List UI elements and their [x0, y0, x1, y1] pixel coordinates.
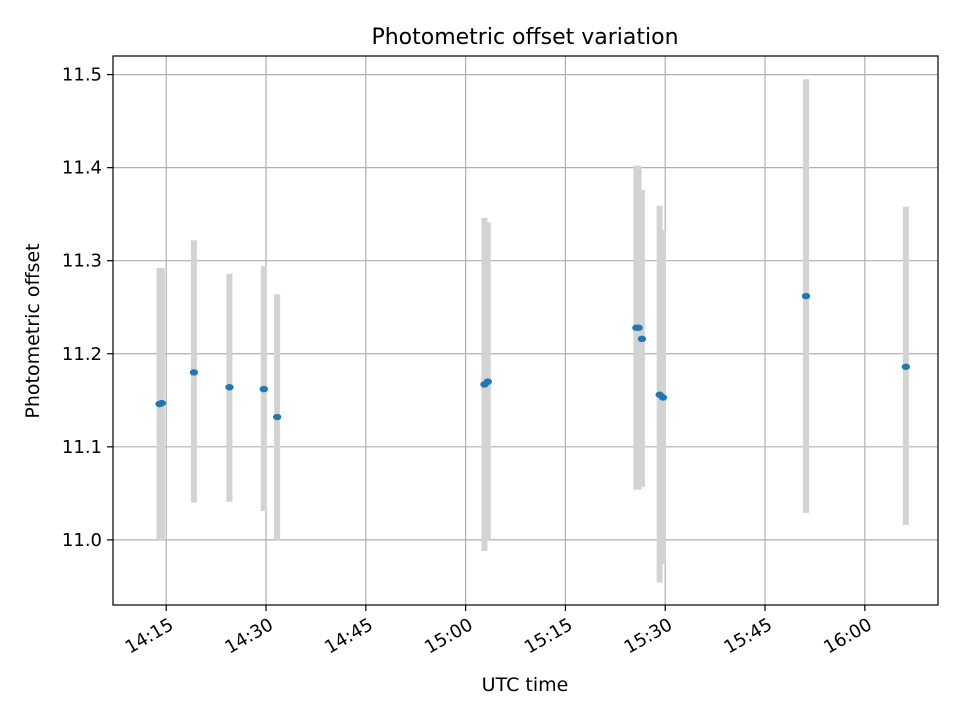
data-point	[634, 324, 643, 331]
plot-frame	[112, 55, 939, 606]
x-axis-ticks: 14:15 14:30 14:45 15:00 15:15 15:30 15:45 16:00	[122, 605, 876, 658]
grid-lines	[113, 56, 938, 605]
y-axis-label: Photometric offset	[22, 243, 44, 418]
y-tick-label: 11.2	[62, 344, 102, 365]
data-point	[637, 335, 647, 343]
x-tick-label: 14:30	[221, 614, 276, 658]
x-tick-label: 15:45	[720, 614, 775, 658]
x-axis-label: UTC time	[482, 674, 569, 696]
data-point	[189, 369, 199, 376]
error-bars	[156, 79, 909, 583]
data-point	[483, 378, 492, 385]
y-tick-label: 11.3	[62, 251, 102, 272]
chart-title: Photometric offset variation	[371, 25, 678, 50]
data-point	[157, 399, 166, 407]
y-tick-label: 11.4	[62, 158, 102, 179]
x-tick-label: 14:45	[321, 614, 376, 658]
y-axis-ticks: 11.0 11.1 11.2 11.3 11.4 11.5	[62, 65, 113, 551]
data-point	[259, 385, 269, 393]
data-point	[901, 363, 911, 370]
x-tick-label: 16:00	[820, 614, 875, 658]
x-tick-label: 15:00	[421, 614, 476, 658]
data-point	[658, 394, 668, 401]
data-points	[155, 292, 911, 421]
x-tick-label: 14:15	[122, 614, 177, 658]
y-tick-label: 11.1	[62, 437, 102, 458]
y-tick-label: 11.0	[62, 530, 102, 551]
data-point	[272, 413, 282, 421]
data-point	[225, 384, 234, 391]
x-tick-label: 15:30	[621, 614, 676, 658]
x-tick-label: 15:15	[521, 614, 576, 658]
data-point	[801, 292, 811, 300]
y-tick-label: 11.5	[62, 65, 102, 86]
